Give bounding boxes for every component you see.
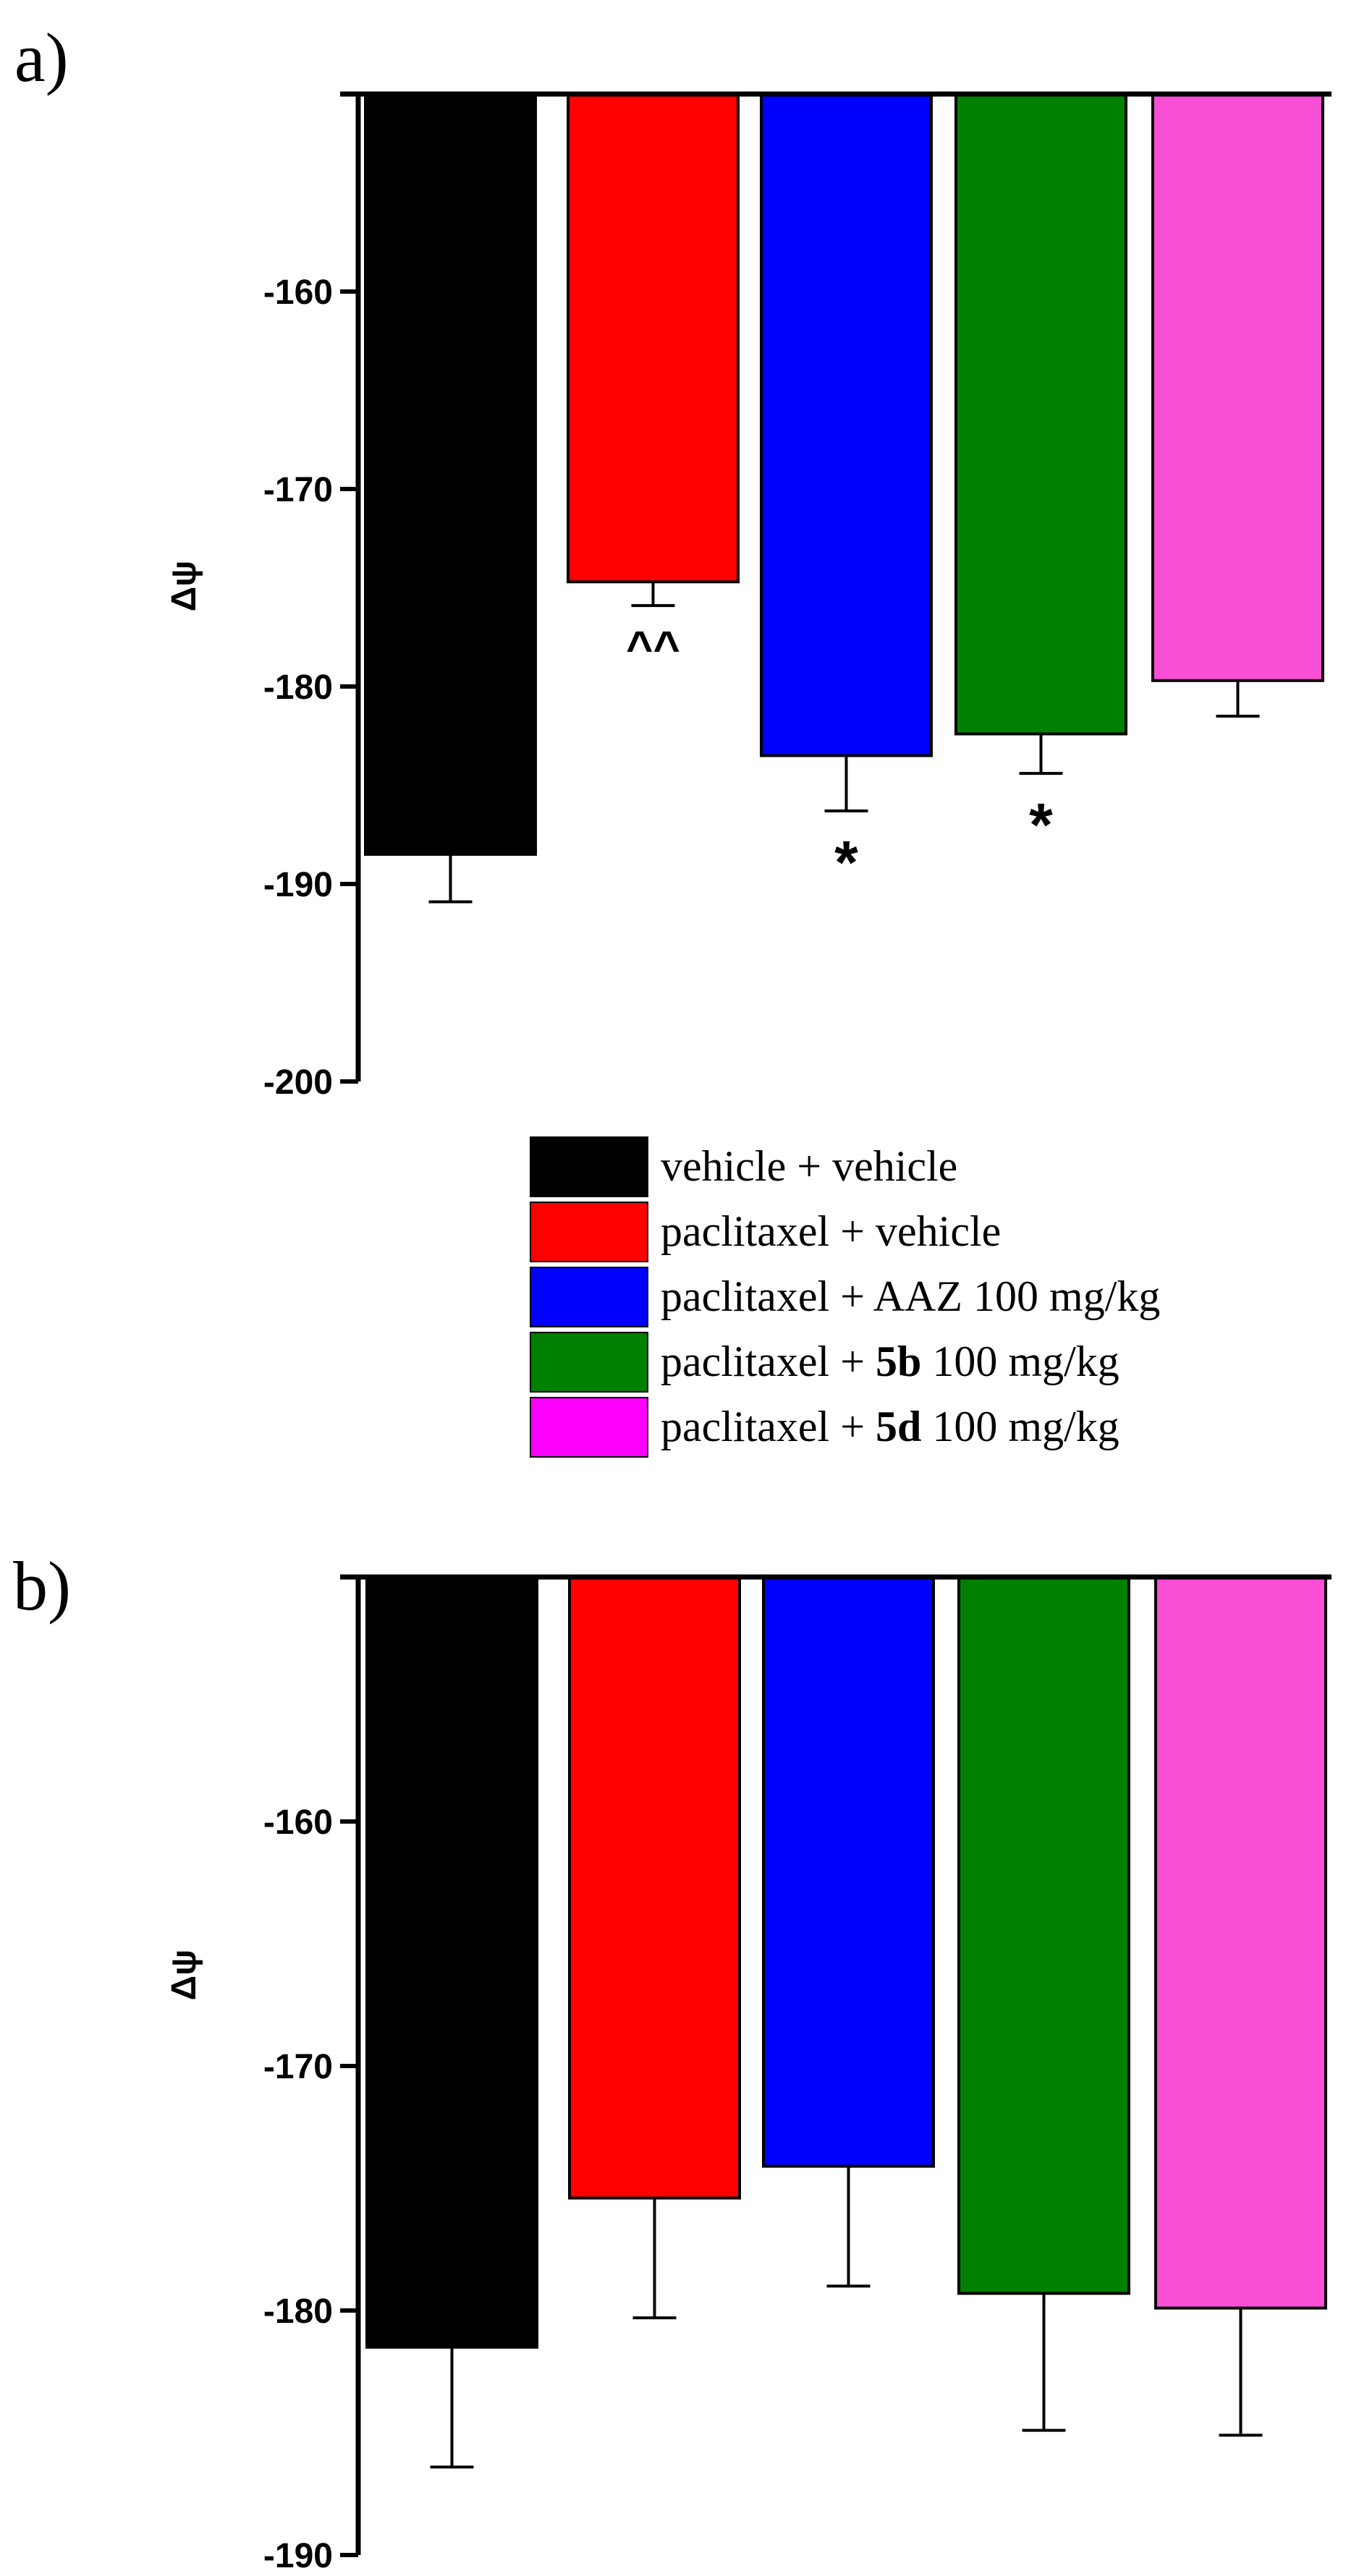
legend-label: paclitaxel + 5b 100 mg/kg <box>661 1338 1119 1385</box>
y-tick-label: -180 <box>263 668 333 707</box>
legend-swatch <box>530 1136 648 1197</box>
legend-label-compound: 5b <box>876 1338 921 1385</box>
legend-swatch <box>530 1332 648 1393</box>
bar <box>364 93 537 856</box>
panel-label: b) <box>13 1547 71 1625</box>
bar <box>760 93 933 757</box>
bar <box>1151 93 1324 682</box>
legend-label: vehicle + vehicle <box>661 1142 957 1190</box>
legend-swatch <box>530 1397 648 1458</box>
legend-label-dose: 100 mg/kg <box>921 1403 1119 1450</box>
bar <box>568 1576 741 2200</box>
legend-label: paclitaxel + AAZ 100 mg/kg <box>661 1272 1160 1320</box>
legend-label-text: paclitaxel + <box>661 1338 876 1385</box>
legend-label-text: paclitaxel + <box>661 1403 876 1450</box>
significance-annotation: * <box>834 828 858 896</box>
y-tick-label: -190 <box>263 2537 333 2575</box>
legend-label-compound: 5d <box>876 1403 921 1450</box>
significance-annotation: ^^ <box>626 621 680 673</box>
legend-label-dose: 100 mg/kg <box>921 1338 1119 1385</box>
legend-swatch <box>530 1202 648 1262</box>
panel-label: a) <box>14 19 69 96</box>
bar <box>762 1576 935 2168</box>
significance-annotation: * <box>1029 791 1053 859</box>
bar <box>1154 1576 1327 2310</box>
y-tick-label: -170 <box>263 471 333 509</box>
y-axis-label: Δψ <box>165 561 203 612</box>
y-axis-label: Δψ <box>165 1950 203 2001</box>
y-tick-label: -190 <box>263 866 333 904</box>
bar <box>954 93 1127 736</box>
y-tick-label: -160 <box>263 273 333 312</box>
legend-label-text: paclitaxel + vehicle <box>661 1207 1001 1255</box>
y-tick-label: -160 <box>263 1803 333 1842</box>
bar <box>957 1576 1130 2295</box>
y-tick-label: -200 <box>263 1063 333 1102</box>
legend-label: paclitaxel + vehicle <box>661 1207 1001 1255</box>
y-tick-label: -170 <box>263 2048 333 2086</box>
legend-label: paclitaxel + 5d 100 mg/kg <box>661 1403 1119 1450</box>
legend-swatch <box>530 1267 648 1327</box>
legend-label-text: paclitaxel + AAZ 100 mg/kg <box>661 1272 1160 1320</box>
y-tick-label: -180 <box>263 2292 333 2331</box>
bar <box>365 1576 538 2349</box>
legend-label-text: vehicle + vehicle <box>661 1142 957 1190</box>
bar <box>567 93 740 584</box>
